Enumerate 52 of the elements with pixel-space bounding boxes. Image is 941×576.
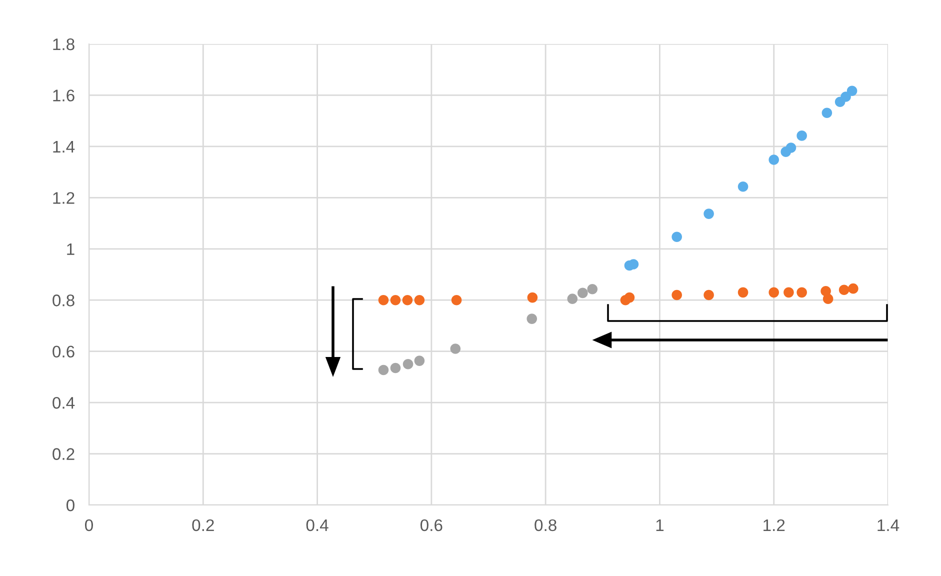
x-tick-label: 0.2 (192, 519, 214, 532)
y-tick-label: 0.8 (52, 294, 74, 306)
point (451, 294, 462, 306)
point (840, 92, 851, 102)
point (402, 358, 414, 370)
y-tick-label: 1.2 (53, 192, 74, 204)
point (527, 292, 538, 303)
y-tick-label: 0 (66, 499, 74, 512)
point (672, 232, 682, 242)
point (738, 182, 748, 192)
point (672, 290, 682, 300)
x-tick-label: 1.4 (878, 520, 900, 531)
point (796, 287, 807, 298)
point (578, 288, 588, 298)
point (846, 86, 858, 96)
point (822, 294, 834, 304)
x-tick-label: 1.2 (764, 519, 785, 531)
point (784, 287, 794, 298)
x-tick-label: 0.8 (534, 519, 556, 532)
point (738, 287, 748, 298)
point (450, 344, 461, 354)
y-tick-label: 0.4 (52, 396, 75, 409)
point (567, 294, 578, 304)
point (838, 284, 850, 296)
point (768, 287, 780, 298)
point (390, 294, 401, 306)
point (414, 294, 425, 306)
point (768, 154, 780, 165)
y-tick-label: 1.6 (53, 90, 74, 102)
y-tick-label: 1.4 (53, 141, 75, 152)
point (822, 108, 832, 118)
x-tick-label: 0.6 (420, 519, 442, 532)
point (704, 290, 714, 300)
point (378, 364, 389, 376)
point (624, 292, 635, 303)
y-tick-label: 0.6 (52, 346, 74, 358)
y-tick-label: 0.2 (52, 448, 74, 460)
point (526, 314, 538, 324)
point (704, 208, 714, 219)
point (378, 294, 389, 306)
x-tick-label: 0 (85, 519, 93, 532)
x-tick-label: 1 (656, 520, 664, 531)
point (414, 356, 425, 366)
point (786, 142, 796, 153)
point (402, 294, 413, 306)
x-tick-label: 0.4 (306, 519, 328, 532)
point (848, 283, 858, 294)
y-tick-label: 1.8 (53, 38, 74, 50)
point (587, 284, 598, 294)
point (796, 130, 807, 141)
point (390, 362, 401, 374)
y-tick-label: 1 (67, 243, 74, 255)
